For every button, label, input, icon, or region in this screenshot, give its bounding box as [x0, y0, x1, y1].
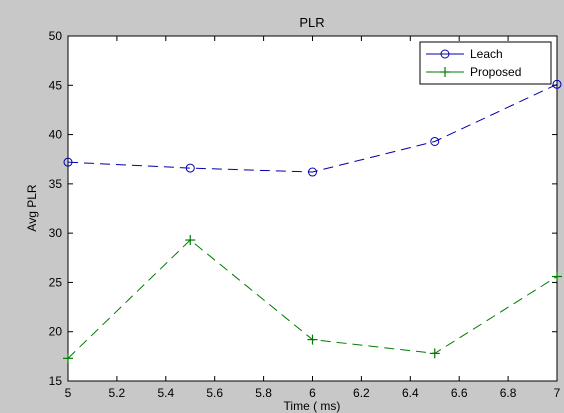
x-tick-label: 6.8	[500, 386, 517, 400]
legend-box	[419, 41, 552, 85]
y-tick-label: 45	[49, 78, 63, 92]
x-tick-label: 5.8	[255, 386, 272, 400]
data-point-leach	[185, 163, 195, 173]
data-point-proposed	[552, 271, 562, 282]
x-tick-label: 5.2	[109, 386, 126, 400]
legend-label-leach: Leach	[470, 47, 503, 61]
legend-marker-proposed	[440, 67, 450, 77]
series-line-leach	[67, 83, 558, 173]
x-axis-label: Time ( ms)	[284, 399, 341, 413]
axis-ticks: 5 5.2 5.4 5.6 5.8 6 6.2 6.4 6.6 6.8 7 15 20 25 30 35 40 4…	[49, 29, 561, 400]
y-tick-label: 30	[49, 226, 63, 240]
data-point-leach	[430, 136, 440, 146]
y-tick-label: 20	[49, 325, 63, 339]
x-tick-label: 5.6	[206, 386, 223, 400]
series-leach	[63, 79, 562, 177]
series-proposed	[63, 235, 562, 364]
y-tick-label: 50	[49, 29, 63, 43]
legend-marker-leach	[440, 49, 450, 59]
x-tick-label: 6.6	[451, 386, 468, 400]
y-tick-label: 40	[49, 128, 63, 142]
series-layer	[63, 79, 562, 364]
chart-title: PLR	[299, 15, 324, 30]
data-point-leach	[308, 167, 317, 177]
data-point-leach	[552, 79, 562, 89]
data-point-proposed	[429, 348, 440, 359]
legend: Leach Proposed	[419, 41, 552, 85]
y-tick-label: 25	[49, 275, 63, 289]
x-tick-label: 6.2	[353, 386, 370, 400]
plot-area	[67, 35, 558, 382]
x-tick-label: 6	[309, 386, 316, 400]
x-tick-label: 6.4	[402, 386, 419, 400]
y-tick-label: 15	[49, 374, 63, 388]
data-point-proposed	[307, 334, 318, 345]
x-tick-label: 5.4	[157, 386, 174, 400]
y-axis-label: Avg PLR	[25, 184, 39, 231]
x-tick-label: 7	[554, 386, 561, 400]
data-point-proposed	[63, 353, 73, 364]
data-point-proposed	[185, 235, 196, 246]
data-point-leach	[63, 157, 73, 167]
x-tick-label: 5	[65, 386, 72, 400]
legend-label-proposed: Proposed	[470, 65, 521, 79]
y-tick-label: 35	[49, 177, 63, 191]
